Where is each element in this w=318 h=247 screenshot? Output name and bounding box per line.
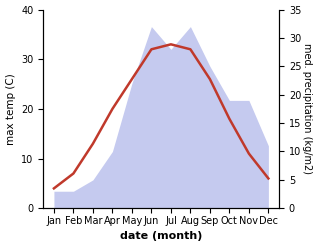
Y-axis label: max temp (C): max temp (C)	[5, 73, 16, 145]
X-axis label: date (month): date (month)	[120, 231, 202, 242]
Y-axis label: med. precipitation (kg/m2): med. precipitation (kg/m2)	[302, 43, 313, 174]
